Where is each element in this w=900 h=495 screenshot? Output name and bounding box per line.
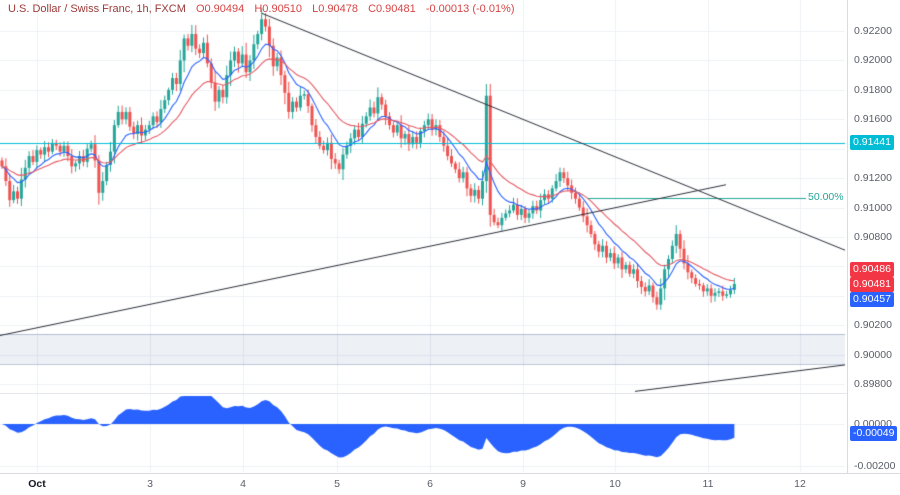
time-axis-label: 9 — [520, 478, 526, 490]
price-axis-label: 0.90000 — [854, 348, 892, 361]
price-axis-label: 0.92000 — [854, 54, 892, 67]
time-axis-label: 5 — [334, 478, 340, 490]
price-axis-label: 0.90200 — [854, 319, 892, 332]
price-axis-label: 0.91800 — [854, 83, 892, 96]
price-axis-badge: 0.91441 — [850, 134, 894, 150]
ohlc-low: L0.90478 — [312, 3, 358, 15]
time-axis-label: 12 — [794, 478, 806, 490]
price-axis-badge: 0.90457 — [850, 291, 894, 307]
ohlc-change: -0.00013 (-0.01%) — [425, 3, 515, 15]
indicator-axis-badge: -0.00049 — [850, 426, 898, 442]
time-axis-label: 3 — [147, 478, 153, 490]
price-axis-label: 0.91200 — [854, 172, 892, 185]
pane-divider[interactable] — [0, 393, 900, 394]
time-axis-label: 11 — [702, 478, 714, 490]
chart-legend: U.S. Dollar / Swiss Franc, 1h, FXCM O0.9… — [8, 3, 515, 15]
price-axis-label: 0.92200 — [854, 25, 892, 38]
indicator-axis-label: -0.00200 — [854, 460, 896, 472]
price-axis-label: 0.91600 — [854, 113, 892, 126]
price-axis-label: 0.89800 — [854, 378, 892, 391]
time-axis-label: Oct — [28, 478, 46, 490]
price-axis-label: 0.91000 — [854, 201, 892, 214]
price-axis-badge: 0.90481 — [850, 276, 894, 292]
fib-label[interactable]: 50.00% — [808, 191, 844, 204]
symbol-title[interactable]: U.S. Dollar / Swiss Franc, 1h, FXCM — [8, 3, 186, 15]
time-axis[interactable]: Oct 3 4 5 6 9 10 11 12 — [0, 473, 900, 495]
ohlc-close: C0.90481 — [368, 3, 416, 15]
price-axis-badge: 0.90486 — [850, 261, 894, 277]
ohlc-high: H0.90510 — [254, 3, 303, 15]
price-axis[interactable]: 0.92200 0.92000 0.91800 0.91600 0.91200 0.910… — [847, 0, 900, 473]
price-axis-label: 0.90800 — [854, 230, 892, 243]
ohlc-open: O0.90494 — [195, 3, 245, 15]
time-axis-label: 6 — [427, 478, 433, 490]
time-axis-label: 4 — [240, 478, 246, 490]
time-axis-label: 10 — [609, 478, 621, 490]
